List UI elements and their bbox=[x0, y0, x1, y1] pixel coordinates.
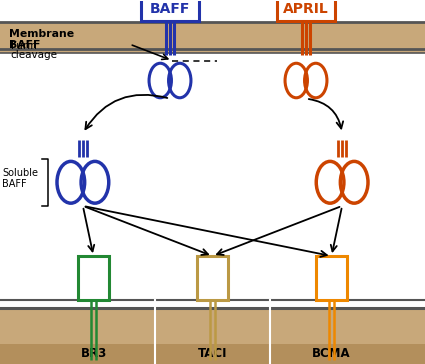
Bar bbox=[0, 22, 425, 53]
Text: APRIL: APRIL bbox=[283, 2, 329, 16]
Bar bbox=[315, 256, 347, 300]
Bar bbox=[155, 308, 270, 364]
Bar bbox=[196, 256, 228, 300]
Text: Membrane: Membrane bbox=[8, 29, 74, 39]
FancyBboxPatch shape bbox=[277, 0, 335, 20]
Bar bbox=[77, 256, 109, 300]
Text: cleavage: cleavage bbox=[11, 50, 58, 60]
Bar bbox=[270, 344, 425, 364]
Text: BAFF: BAFF bbox=[150, 2, 190, 16]
Text: BCMA: BCMA bbox=[312, 347, 351, 360]
FancyBboxPatch shape bbox=[141, 0, 199, 20]
Text: TACI: TACI bbox=[198, 347, 227, 360]
Bar bbox=[0, 344, 155, 364]
Bar bbox=[270, 308, 425, 364]
Bar bbox=[0, 308, 155, 364]
Text: BAFF: BAFF bbox=[8, 40, 40, 50]
Bar bbox=[155, 344, 270, 364]
Text: Soluble: Soluble bbox=[2, 168, 38, 178]
Text: BAFF: BAFF bbox=[2, 179, 27, 189]
Text: BR3: BR3 bbox=[80, 347, 107, 360]
Text: Furin: Furin bbox=[11, 41, 37, 51]
